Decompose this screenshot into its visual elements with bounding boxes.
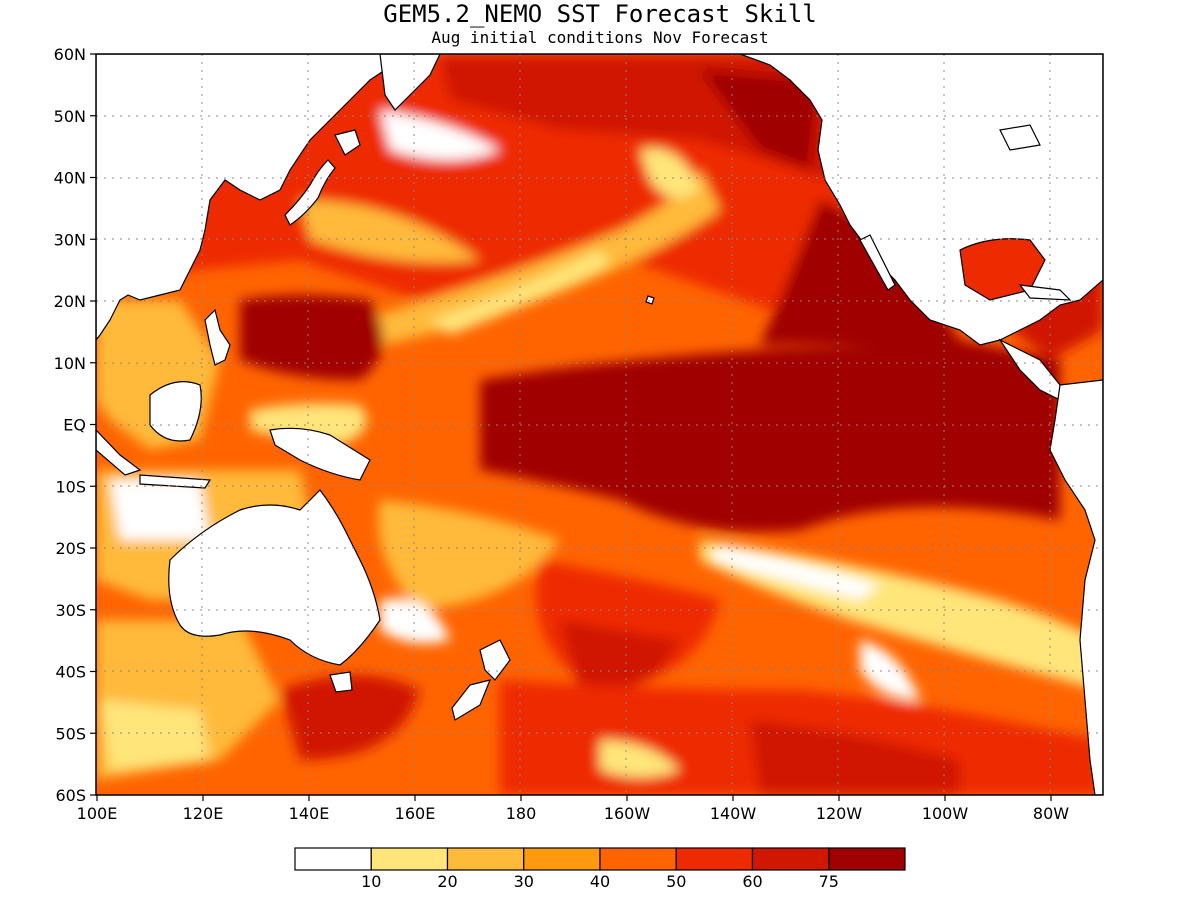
lon-label: 160E [395,804,436,823]
legend-label: 50 [666,872,686,891]
lat-label: 50S [55,724,86,743]
hokkaido-land [334,129,361,156]
map-subtitle: Aug initial conditions Nov Forecast [431,28,769,47]
lon-label: 140E [289,804,330,823]
lon-label: 120E [183,804,224,823]
legend-label: 40 [590,872,610,891]
south-america-land [1049,379,1103,795]
legend-bin [446,847,525,871]
legend-label: 10 [361,872,381,891]
color-legend: 10 20 30 40 50 60 75 [294,847,906,891]
lon-label: 120W [816,804,863,823]
legend-bin [370,847,449,871]
java-land [139,474,212,489]
lat-label: 40S [55,663,86,682]
legend-bin [828,847,906,871]
legend-bin [751,847,830,871]
lat-label: 60N [54,45,86,64]
lat-label: 40N [54,169,86,188]
lon-label: 100E [77,804,118,823]
borneo-land [149,381,202,442]
kamchatka-land [379,54,441,111]
lon-label: 80W [1033,804,1069,823]
legend-bin [675,847,754,871]
lat-label: EQ [63,416,86,435]
sumatra-land [96,429,142,476]
new-zealand-land [479,639,511,681]
map-title: GEM5.2_NEMO SST Forecast Skill [383,0,817,28]
baja-land [859,234,896,291]
lat-label: 60S [55,786,86,805]
new-zealand-south-land [451,679,491,721]
lat-label: 20N [54,292,86,311]
lat-label: 10S [55,477,86,496]
japan-land [284,159,336,226]
legend-label: 20 [437,872,457,891]
lon-label: 160W [604,804,651,823]
gulf-of-mexico [959,238,1046,301]
lon-label: 140W [710,804,757,823]
great-lakes [999,124,1041,151]
axes: 60N50N40N30N20N10NEQ10S20S30S40S50S60S10… [54,45,1070,823]
legend-bin [523,847,601,871]
legend-bin [294,847,372,871]
lat-label: 30N [54,230,86,249]
legend-label: 30 [514,872,534,891]
philippines-land [204,308,231,366]
legend-label: 75 [819,872,839,891]
australia-land [168,489,381,666]
asia-land [96,54,441,341]
lon-label: 100W [922,804,969,823]
cuba-land [1018,284,1072,301]
land-masses [96,54,1103,795]
lat-label: 50N [54,107,86,126]
legend-bin [599,847,677,871]
legend-label: 60 [742,872,762,891]
tasmania-land [329,671,353,693]
hawaii-land [645,295,655,305]
lon-label: 180 [506,804,537,823]
graticule [96,54,1103,795]
lat-label: 10N [54,354,86,373]
lat-label: 30S [55,601,86,620]
lat-label: 20S [55,539,86,558]
